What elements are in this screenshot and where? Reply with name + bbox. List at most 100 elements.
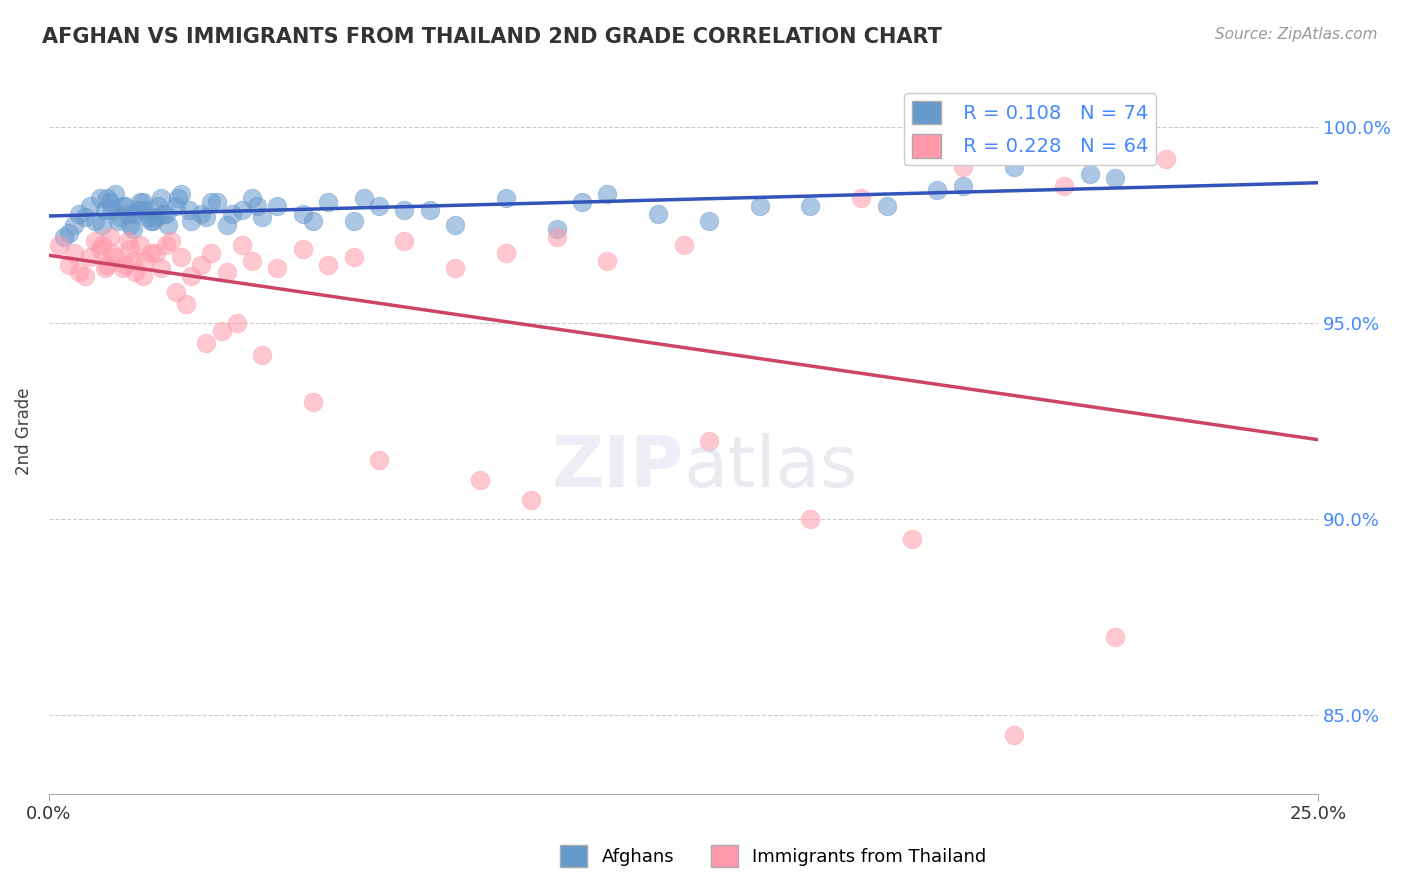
Point <box>89 242 111 256</box>
Point <box>132 269 155 284</box>
Point <box>111 199 134 213</box>
Point <box>291 242 314 256</box>
Point <box>291 206 314 220</box>
Point <box>748 199 770 213</box>
Point <box>1002 728 1025 742</box>
Point <box>316 258 339 272</box>
Point <box>134 253 156 268</box>
Point <box>180 214 202 228</box>
Point <box>142 214 165 228</box>
Point <box>73 269 96 284</box>
Point <box>67 206 90 220</box>
Point <box>546 222 568 236</box>
Point <box>1078 167 1101 181</box>
Point <box>101 245 124 260</box>
Point <box>91 219 114 233</box>
Point <box>266 199 288 213</box>
Point <box>53 230 76 244</box>
Point <box>63 219 86 233</box>
Point <box>368 453 391 467</box>
Point <box>124 206 146 220</box>
Point <box>98 230 121 244</box>
Point <box>159 234 181 248</box>
Point <box>170 186 193 201</box>
Point <box>205 194 228 209</box>
Point <box>799 512 821 526</box>
Point <box>127 202 149 217</box>
Point <box>353 191 375 205</box>
Point <box>190 258 212 272</box>
Point <box>697 434 720 448</box>
Point <box>107 214 129 228</box>
Point <box>342 250 364 264</box>
Legend:  R = 0.108   N = 74,  R = 0.228   N = 64: R = 0.108 N = 74, R = 0.228 N = 64 <box>904 93 1156 166</box>
Point <box>225 316 247 330</box>
Point <box>139 214 162 228</box>
Point <box>876 199 898 213</box>
Point <box>104 250 127 264</box>
Point <box>79 250 101 264</box>
Point <box>83 234 105 248</box>
Point <box>240 253 263 268</box>
Point <box>697 214 720 228</box>
Point <box>647 206 669 220</box>
Point <box>250 348 273 362</box>
Point <box>63 245 86 260</box>
Point <box>149 191 172 205</box>
Point <box>94 261 117 276</box>
Point <box>571 194 593 209</box>
Point <box>195 211 218 225</box>
Point <box>927 183 949 197</box>
Point <box>67 265 90 279</box>
Point <box>266 261 288 276</box>
Point <box>165 285 187 299</box>
Point <box>799 199 821 213</box>
Point <box>1154 152 1177 166</box>
Text: ZIP: ZIP <box>551 433 683 502</box>
Point <box>180 269 202 284</box>
Point <box>215 219 238 233</box>
Point <box>444 261 467 276</box>
Point <box>132 194 155 209</box>
Point <box>240 191 263 205</box>
Point <box>96 258 118 272</box>
Point <box>246 199 269 213</box>
Point <box>121 222 143 236</box>
Point <box>58 226 80 240</box>
Point <box>596 186 619 201</box>
Point <box>596 253 619 268</box>
Point <box>121 253 143 268</box>
Point <box>149 261 172 276</box>
Point <box>1002 160 1025 174</box>
Point <box>89 191 111 205</box>
Point <box>302 394 325 409</box>
Point <box>231 202 253 217</box>
Point <box>104 186 127 201</box>
Point <box>129 194 152 209</box>
Point <box>231 238 253 252</box>
Point <box>221 206 243 220</box>
Point <box>73 211 96 225</box>
Point <box>145 245 167 260</box>
Point <box>94 202 117 217</box>
Point <box>215 265 238 279</box>
Point <box>200 245 222 260</box>
Point <box>139 245 162 260</box>
Point <box>170 250 193 264</box>
Point <box>120 242 142 256</box>
Point <box>117 234 139 248</box>
Point <box>952 179 974 194</box>
Point <box>520 492 543 507</box>
Point <box>211 324 233 338</box>
Point <box>111 261 134 276</box>
Point <box>155 206 177 220</box>
Point <box>91 238 114 252</box>
Point <box>117 206 139 220</box>
Point <box>444 219 467 233</box>
Point <box>302 214 325 228</box>
Point <box>177 202 200 217</box>
Point <box>136 211 159 225</box>
Point <box>167 191 190 205</box>
Point <box>1053 179 1076 194</box>
Point <box>157 219 180 233</box>
